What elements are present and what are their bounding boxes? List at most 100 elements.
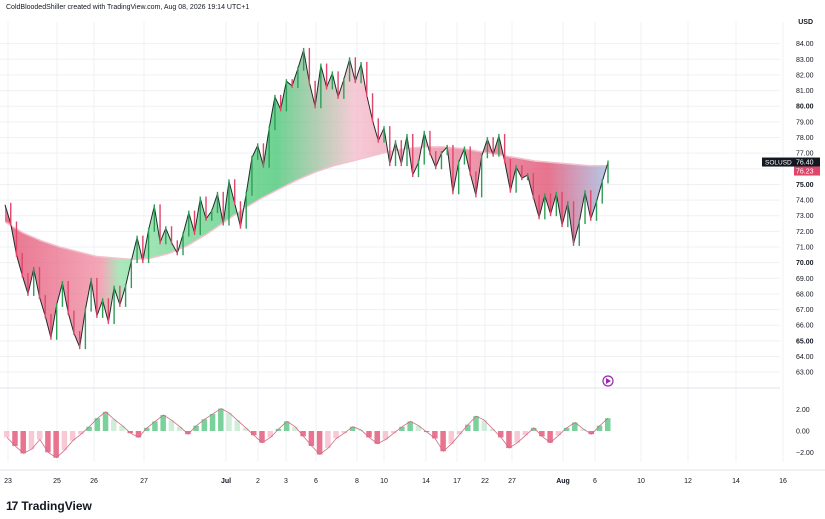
- oscillator-bar: [349, 426, 356, 431]
- oscillator-bar: [250, 431, 257, 436]
- oscillator-bar: [193, 425, 199, 431]
- oscillator-bar: [440, 431, 446, 452]
- x-tick-label: 8: [355, 478, 359, 485]
- oscillator-bar: [514, 431, 520, 443]
- x-tick-label: 10: [637, 478, 645, 485]
- x-tick-label: 16: [779, 478, 787, 485]
- oscillator-bar: [555, 431, 562, 436]
- oscillator-bar: [497, 431, 504, 438]
- oscillator-bar: [366, 431, 372, 438]
- x-tick-label: 10: [380, 478, 388, 485]
- x-tick-label: 14: [422, 478, 430, 485]
- oscillator-bar: [275, 428, 282, 431]
- oscillator-bar: [53, 431, 59, 458]
- oscillator-bar: [300, 431, 306, 437]
- oscillator-bar: [572, 422, 578, 431]
- oscillator-bar: [28, 431, 35, 450]
- oscillator-bar: [102, 411, 109, 431]
- x-tick-label: 17: [453, 478, 461, 485]
- oscillator-bar: [522, 431, 529, 436]
- oscillator-bar: [605, 418, 611, 431]
- oscillator-bar: [399, 426, 405, 431]
- x-tick-label: 25: [53, 478, 61, 485]
- oscillator-bar: [308, 431, 315, 446]
- oscillator-bar: [358, 429, 364, 431]
- x-tick-label: 23: [4, 478, 12, 485]
- oscillator-y-tick-label: 0.00: [796, 429, 810, 436]
- oscillator-bar: [333, 431, 339, 439]
- oscillator-y-tick-label: 2.00: [796, 407, 810, 414]
- y-tick-label: 69.00: [796, 276, 814, 283]
- oscillator-bar: [415, 425, 422, 431]
- oscillator-bar: [209, 413, 216, 431]
- oscillator-bar: [242, 427, 249, 431]
- replay-icon-ring: [602, 375, 614, 387]
- x-tick-label: 6: [314, 478, 318, 485]
- oscillator-bar: [325, 431, 331, 449]
- y-tick-label: 80.00: [796, 104, 814, 111]
- oscillator-bar: [506, 431, 512, 449]
- oscillator-bar: [259, 431, 265, 443]
- x-tick-label: 3: [284, 478, 288, 485]
- y-tick-label: 66.00: [796, 323, 814, 330]
- y-tick-label: 64.00: [796, 354, 814, 361]
- y-tick-label: 65.00: [796, 338, 814, 345]
- oscillator-bar: [382, 431, 389, 440]
- x-tick-label: Jul: [221, 478, 231, 485]
- chart-grid: [0, 22, 784, 462]
- ticker-label: SOLUSD: [765, 160, 792, 167]
- oscillator-bar: [160, 415, 166, 431]
- last-price-badge: [794, 157, 820, 167]
- oscillator-bar: [390, 431, 397, 434]
- price-line: [4, 49, 609, 349]
- oscillator-bar: [201, 419, 208, 431]
- oscillator-bar: [456, 431, 463, 435]
- oscillator-bar: [588, 431, 595, 435]
- oscillator-bar: [69, 431, 76, 441]
- oscillator-bar: [4, 431, 10, 438]
- oscillator-bar: [185, 431, 191, 435]
- y-tick-label: 73.00: [796, 213, 814, 220]
- ma-value-badge: [794, 166, 820, 176]
- oscillator-bar: [168, 420, 175, 431]
- oscillator-bar: [218, 408, 224, 431]
- tradingview-brand[interactable]: 17 TradingView: [6, 499, 92, 513]
- oscillator-bar: [432, 431, 438, 439]
- y-tick-label: 79.00: [796, 119, 814, 126]
- oscillator-bar: [489, 428, 496, 431]
- ma-value-label: 76.23: [796, 169, 814, 176]
- x-tick-label: 2: [256, 478, 260, 485]
- y-tick-label: 63.00: [796, 370, 814, 377]
- oscillator-bar: [316, 431, 323, 455]
- oscillator-line: [6, 408, 609, 459]
- x-tick-label: 27: [508, 478, 516, 485]
- replay-icon-arrow: [606, 378, 611, 384]
- oscillator-bar: [267, 431, 273, 438]
- oscillator-y-tick-label: −2.00: [796, 450, 814, 457]
- y-tick-label: 68.00: [796, 291, 814, 298]
- oscillator-bar: [563, 427, 570, 431]
- currency-unit: USD: [798, 19, 813, 26]
- oscillator-bar: [152, 421, 158, 431]
- ticker-badge: [762, 157, 794, 167]
- moving-average-line: [4, 146, 608, 261]
- oscillator-bar: [341, 431, 348, 434]
- oscillator-bar: [530, 427, 537, 431]
- y-tick-label: 81.00: [796, 88, 814, 95]
- oscillator-bar: [481, 420, 488, 431]
- last-price-label: 76.40: [796, 160, 814, 167]
- oscillator-bar: [539, 431, 545, 437]
- y-tick-label: 77.00: [796, 151, 814, 158]
- oscillator-bar: [176, 426, 183, 431]
- x-tick-label: 6: [593, 478, 597, 485]
- oscillator-bar: [12, 431, 18, 446]
- y-tick-label: 82.00: [796, 72, 814, 79]
- oscillator-bar: [448, 431, 455, 444]
- tradingview-logo-icon: 17: [6, 499, 18, 513]
- oscillator-bar: [596, 425, 603, 431]
- oscillator-bar: [94, 418, 101, 431]
- oscillator-bar: [61, 431, 68, 451]
- oscillator-bar: [143, 427, 150, 431]
- oscillator-bar: [135, 431, 142, 438]
